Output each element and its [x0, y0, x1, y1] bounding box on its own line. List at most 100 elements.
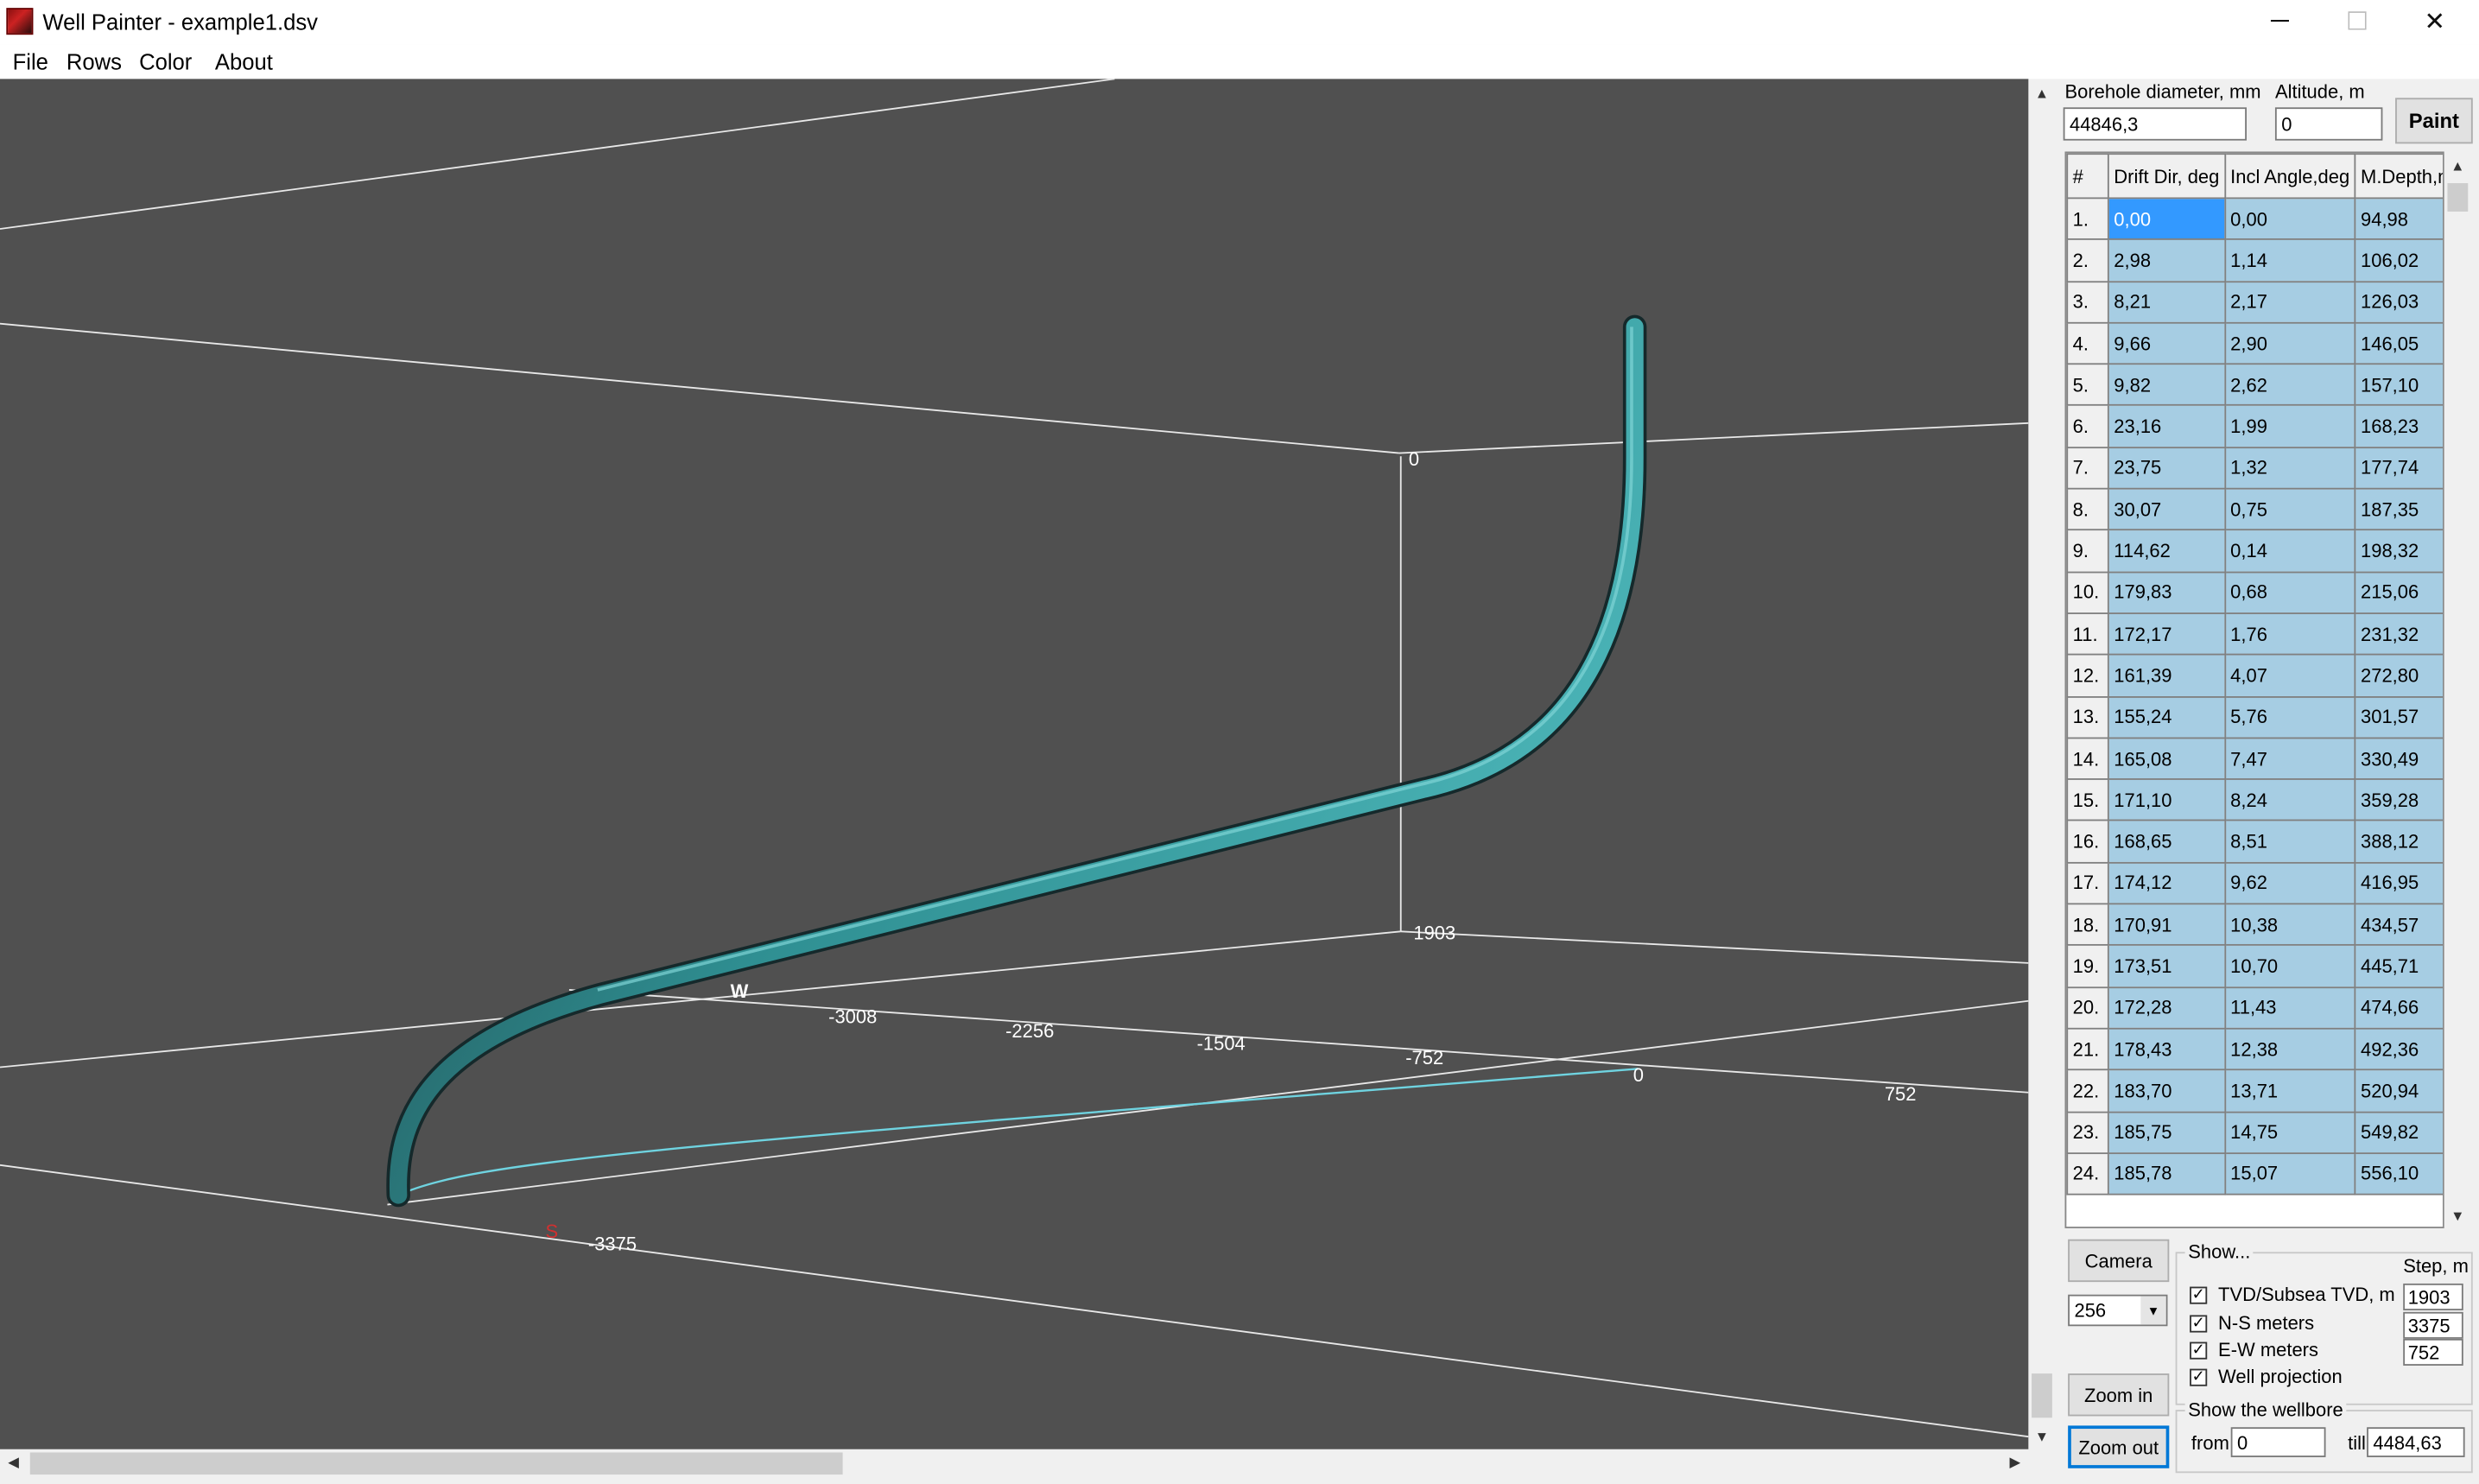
row-number-cell[interactable]: 23. — [2066, 1110, 2109, 1154]
data-cell[interactable]: 172,17 — [2107, 612, 2226, 656]
row-number-cell[interactable]: 9. — [2066, 529, 2109, 573]
data-cell[interactable]: 126,03 — [2354, 280, 2443, 324]
data-cell[interactable]: 556,10 — [2354, 1151, 2443, 1195]
data-cell[interactable]: 198,32 — [2354, 529, 2443, 573]
data-cell[interactable]: 7,47 — [2223, 737, 2356, 781]
maximize-button[interactable]: ☐ — [2345, 9, 2369, 37]
row-number-cell[interactable]: 4. — [2066, 321, 2109, 365]
table-row[interactable]: 19. 173,51 10,70 445,71 — [2066, 944, 2443, 988]
hscroll-thumb[interactable] — [29, 1452, 843, 1475]
data-cell[interactable]: 434,57 — [2354, 903, 2443, 947]
viewport-vscroll[interactable]: ▲ ▼ — [2028, 79, 2056, 1449]
table-row[interactable]: 3. 8,21 2,17 126,03 — [2066, 280, 2443, 324]
table-row[interactable]: 13. 155,24 5,76 301,57 — [2066, 695, 2443, 739]
data-cell[interactable]: 10,38 — [2223, 903, 2356, 947]
row-number-cell[interactable]: 18. — [2066, 903, 2109, 947]
row-number-cell[interactable]: 11. — [2066, 612, 2109, 656]
data-cell[interactable]: 14,75 — [2223, 1110, 2356, 1154]
data-cell[interactable]: 161,39 — [2107, 654, 2226, 698]
vscroll-thumb[interactable] — [2032, 1373, 2052, 1418]
scroll-down-icon[interactable]: ▼ — [2034, 1428, 2050, 1444]
altitude-input[interactable] — [2274, 107, 2383, 141]
survey-data-grid[interactable]: # Drift Dir, deg Incl Angle,deg M.Depth,… — [2064, 151, 2444, 1228]
header-incl-angle[interactable]: Incl Angle,deg — [2223, 153, 2356, 200]
row-number-cell[interactable]: 3. — [2066, 280, 2109, 324]
menu-about[interactable]: About — [214, 48, 273, 74]
row-number-cell[interactable]: 14. — [2066, 737, 2109, 781]
borehole-diameter-input[interactable] — [2063, 107, 2247, 141]
row-number-cell[interactable]: 5. — [2066, 363, 2109, 407]
header-drift-dir[interactable]: Drift Dir, deg — [2107, 153, 2226, 200]
data-cell[interactable]: 9,62 — [2223, 861, 2356, 905]
table-row[interactable]: 22. 183,70 13,71 520,94 — [2066, 1069, 2443, 1113]
data-cell[interactable]: 157,10 — [2354, 363, 2443, 407]
data-cell[interactable]: 9,82 — [2107, 363, 2226, 407]
table-row[interactable]: 15. 171,10 8,24 359,28 — [2066, 778, 2443, 822]
menu-color[interactable]: Color — [139, 48, 193, 74]
data-cell[interactable]: 165,08 — [2107, 737, 2226, 781]
data-cell[interactable]: 5,76 — [2223, 695, 2356, 739]
scroll-right-icon[interactable]: ▶ — [2009, 1454, 2021, 1470]
row-number-cell[interactable]: 24. — [2066, 1151, 2109, 1195]
tvd-checkbox[interactable]: ✓ — [2190, 1286, 2208, 1304]
ns-checkbox[interactable]: ✓ — [2190, 1315, 2208, 1333]
data-cell[interactable]: 1,99 — [2223, 404, 2356, 448]
data-cell[interactable]: 359,28 — [2354, 778, 2443, 822]
data-cell[interactable]: 0,00 — [2107, 197, 2226, 241]
data-cell[interactable]: 231,32 — [2354, 612, 2443, 656]
data-cell[interactable]: 445,71 — [2354, 944, 2443, 988]
minimize-button[interactable]: ─ — [2271, 8, 2289, 35]
data-cell[interactable]: 0,14 — [2223, 529, 2356, 573]
data-cell[interactable]: 168,65 — [2107, 820, 2226, 864]
table-row[interactable]: 4. 9,66 2,90 146,05 — [2066, 321, 2443, 365]
table-row[interactable]: 5. 9,82 2,62 157,10 — [2066, 363, 2443, 407]
data-cell[interactable]: 10,70 — [2223, 944, 2356, 988]
data-cell[interactable]: 1,76 — [2223, 612, 2356, 656]
data-cell[interactable]: 179,83 — [2107, 571, 2226, 614]
data-cell[interactable]: 215,06 — [2354, 571, 2443, 614]
row-number-cell[interactable]: 19. — [2066, 944, 2109, 988]
data-cell[interactable]: 8,21 — [2107, 280, 2226, 324]
data-cell[interactable]: 492,36 — [2354, 1027, 2443, 1071]
table-row[interactable]: 21. 178,43 12,38 492,36 — [2066, 1027, 2443, 1071]
data-cell[interactable]: 330,49 — [2354, 737, 2443, 781]
data-cell[interactable]: 11,43 — [2223, 986, 2356, 1030]
data-cell[interactable]: 155,24 — [2107, 695, 2226, 739]
table-row[interactable]: 9. 114,62 0,14 198,32 — [2066, 529, 2443, 573]
till-input[interactable] — [2367, 1427, 2465, 1457]
table-row[interactable]: 2. 2,98 1,14 106,02 — [2066, 238, 2443, 282]
data-cell[interactable]: 15,07 — [2223, 1151, 2356, 1195]
scroll-left-icon[interactable]: ◀ — [8, 1454, 19, 1470]
table-row[interactable]: 11. 172,17 1,76 231,32 — [2066, 612, 2443, 656]
data-cell[interactable]: 146,05 — [2354, 321, 2443, 365]
data-cell[interactable]: 301,57 — [2354, 695, 2443, 739]
data-cell[interactable]: 520,94 — [2354, 1069, 2443, 1113]
data-cell[interactable]: 13,71 — [2223, 1069, 2356, 1113]
paint-button[interactable]: Paint — [2395, 98, 2473, 144]
header-measured-depth[interactable]: M.Depth,m — [2354, 153, 2443, 200]
data-cell[interactable]: 0,00 — [2223, 197, 2356, 241]
data-cell[interactable]: 8,24 — [2223, 778, 2356, 822]
close-button[interactable]: ✕ — [2424, 9, 2446, 37]
table-row[interactable]: 24. 185,78 15,07 556,10 — [2066, 1151, 2443, 1195]
data-cell[interactable]: 174,12 — [2107, 861, 2226, 905]
camera-select[interactable]: 256 ▼ — [2068, 1294, 2168, 1327]
menu-file[interactable]: File — [12, 48, 48, 74]
table-row[interactable]: 10. 179,83 0,68 215,06 — [2066, 571, 2443, 614]
table-row[interactable]: 14. 165,08 7,47 330,49 — [2066, 737, 2443, 781]
data-cell[interactable]: 9,66 — [2107, 321, 2226, 365]
table-row[interactable]: 23. 185,75 14,75 549,82 — [2066, 1110, 2443, 1154]
table-row[interactable]: 16. 168,65 8,51 388,12 — [2066, 820, 2443, 864]
data-cell[interactable]: 106,02 — [2354, 238, 2443, 282]
from-input[interactable] — [2230, 1427, 2326, 1457]
3d-viewport[interactable]: 0 1903 W -3008 -2256 -1504 -752 0 752 -3… — [0, 79, 2029, 1449]
data-cell[interactable]: 170,91 — [2107, 903, 2226, 947]
grid-scroll-up-icon[interactable]: ▲ — [2450, 156, 2465, 174]
data-cell[interactable]: 2,62 — [2223, 363, 2356, 407]
data-cell[interactable]: 12,38 — [2223, 1027, 2356, 1071]
row-number-cell[interactable]: 21. — [2066, 1027, 2109, 1071]
projection-checkbox[interactable]: ✓ — [2190, 1368, 2208, 1386]
data-cell[interactable]: 2,17 — [2223, 280, 2356, 324]
data-cell[interactable]: 0,68 — [2223, 571, 2356, 614]
data-cell[interactable]: 272,80 — [2354, 654, 2443, 698]
